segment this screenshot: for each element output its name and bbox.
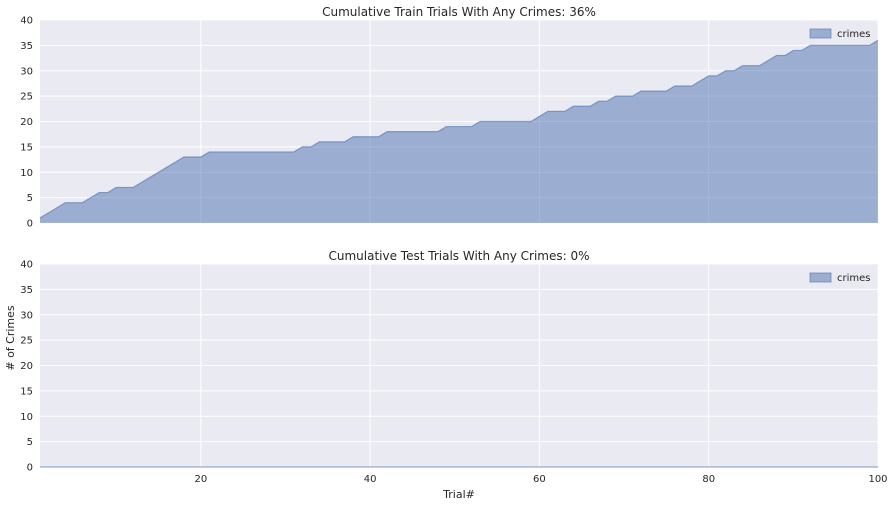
y-tick-label: 30: [20, 66, 33, 77]
y-tick-label: 10: [20, 412, 33, 423]
y-tick-label: 0: [27, 463, 33, 474]
chart-panel-1: 0 5 10 15 20 25 30 35 40 Cumulative Train Trials …: [20, 5, 879, 230]
y-tick-label: 40: [20, 260, 33, 271]
y-tick-label: 40: [20, 16, 33, 27]
y-tick-label: 20: [20, 117, 33, 128]
y-tick-label: 5: [27, 437, 33, 448]
y-tick-label: 20: [20, 361, 33, 372]
y-tick-label: 35: [20, 285, 33, 296]
area-series-crimes: [40, 40, 878, 223]
x-tick-label: 60: [533, 474, 546, 485]
x-tick-label: 100: [868, 474, 887, 485]
y-tick-label: 0: [27, 219, 33, 230]
y-tick-label: 5: [27, 193, 33, 204]
y-tick-label: 15: [20, 386, 33, 397]
legend-swatch: [809, 28, 832, 39]
y-axis-label: # of Crimes: [4, 305, 17, 371]
legend-swatch: [809, 272, 832, 283]
y-tick-label: 25: [20, 92, 33, 103]
y-tick-label: 30: [20, 310, 33, 321]
legend: crimes: [809, 272, 871, 284]
chart-panel-2: 0 5 10 15 20 25 30 35 40 20 40 60 80 100 Cumulative Te…: [4, 249, 888, 501]
x-tick-label: 80: [702, 474, 715, 485]
y-tick-label: 35: [20, 41, 33, 52]
chart-title: Cumulative Test Trials With Any Crimes: …: [329, 249, 590, 263]
y-tick-label: 25: [20, 336, 33, 347]
y-tick-label: 10: [20, 168, 33, 179]
legend-label: crimes: [837, 273, 871, 284]
x-axis-label: Trial#: [442, 488, 475, 501]
legend-label: crimes: [837, 29, 871, 40]
area-series-edge-crimes: [39, 39, 879, 219]
x-tick-label: 40: [364, 474, 377, 485]
y-tick-label: 15: [20, 142, 33, 153]
legend: crimes: [809, 28, 871, 40]
x-tick-label: 20: [194, 474, 207, 485]
chart-title: Cumulative Train Trials With Any Crimes:…: [322, 5, 596, 19]
